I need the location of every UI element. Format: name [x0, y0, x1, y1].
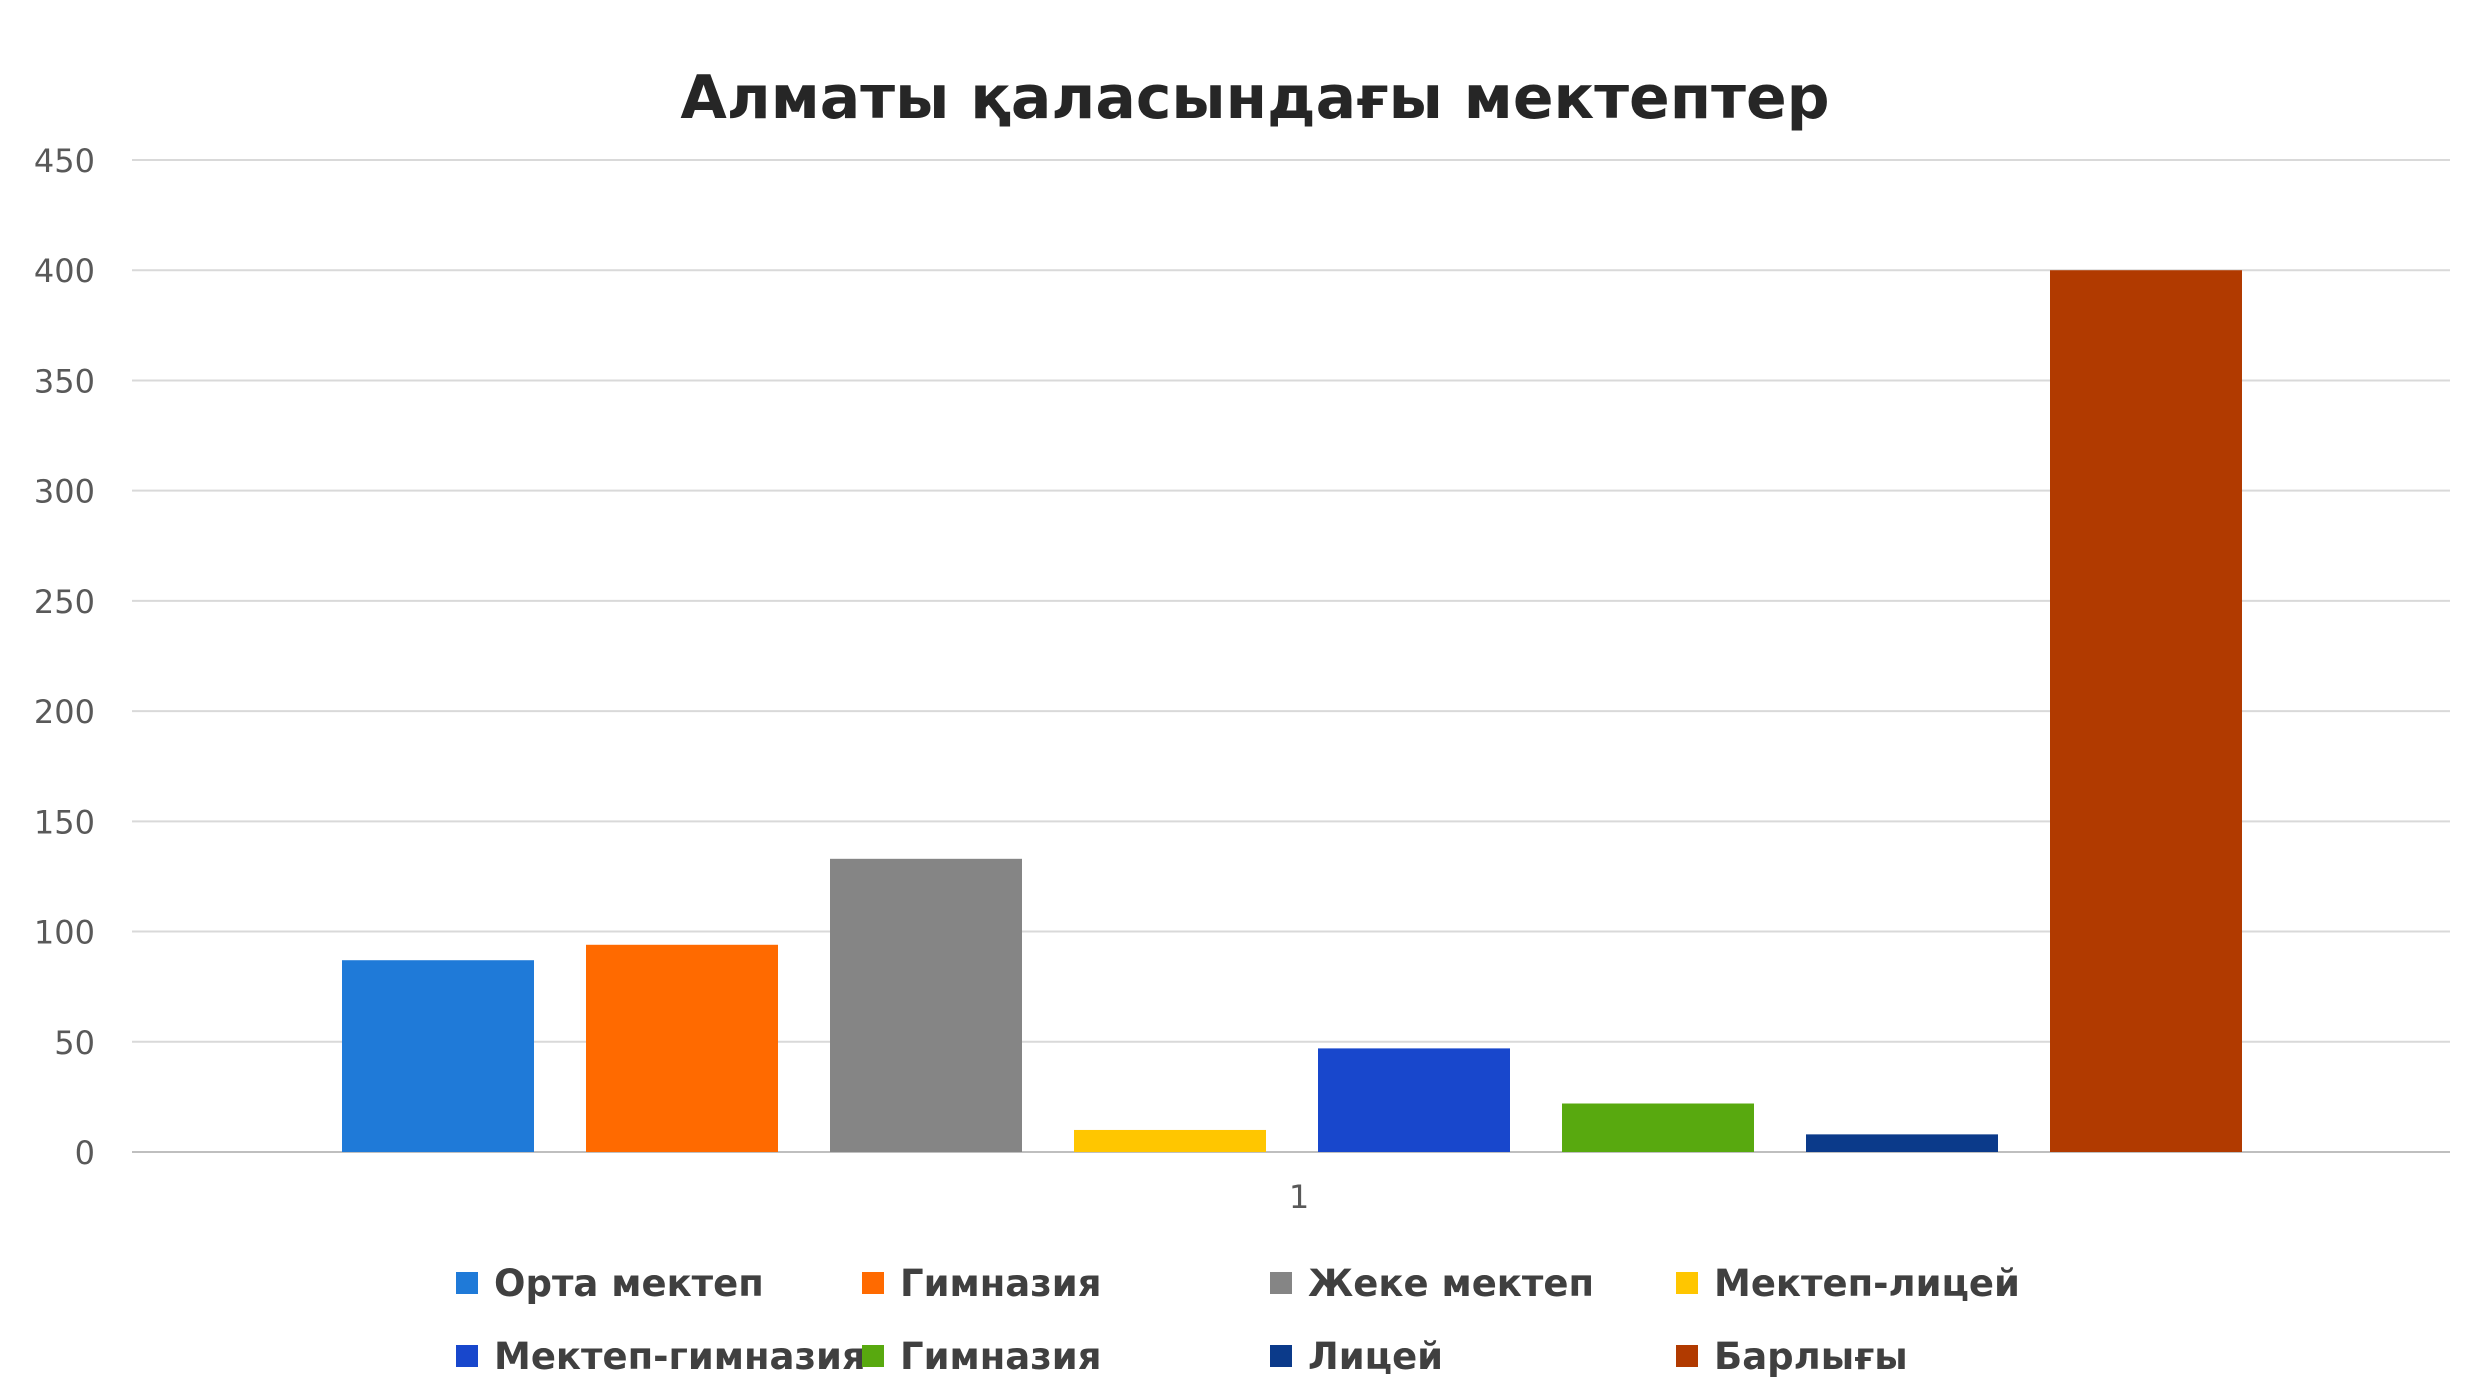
legend-item: Мектеп-лицей — [1676, 1262, 2020, 1305]
legend-label: Жеке мектеп — [1308, 1262, 1594, 1305]
y-tick-label: 100 — [34, 914, 95, 952]
legend-swatch — [862, 1345, 884, 1367]
bar — [2050, 270, 2242, 1152]
bar — [342, 960, 534, 1152]
legend-label: Гимназия — [900, 1335, 1101, 1378]
bar — [830, 858, 1022, 1152]
legend-item: Орта мектеп — [456, 1262, 764, 1305]
y-tick-label: 200 — [34, 693, 95, 731]
bar — [1074, 1129, 1266, 1152]
y-tick-label: 400 — [34, 252, 95, 290]
bar — [1562, 1103, 1754, 1152]
legend-swatch — [1676, 1272, 1698, 1294]
y-tick-label: 300 — [34, 473, 95, 511]
legend-swatch — [456, 1272, 478, 1294]
chart-title: Алматы қаласындағы мектептер — [680, 63, 1829, 133]
y-tick-label: 0 — [75, 1134, 95, 1172]
legend-label: Орта мектеп — [494, 1262, 764, 1305]
y-tick-label: 450 — [34, 142, 95, 180]
x-tick-label: 1 — [1289, 1178, 1309, 1216]
legend-item: Гимназия — [862, 1262, 1101, 1305]
legend-swatch — [1270, 1272, 1292, 1294]
legend-label: Лицей — [1308, 1335, 1443, 1378]
y-axis-tick-labels: 0 50 100 150 200 250 300 350 400 450 — [34, 142, 95, 1172]
bar — [586, 944, 778, 1152]
legend-label: Мектеп-лицей — [1714, 1262, 2020, 1305]
y-tick-label: 350 — [34, 362, 95, 400]
legend-item: Лицей — [1270, 1335, 1443, 1378]
legend-item: Гимназия — [862, 1335, 1101, 1378]
legend-swatch — [456, 1345, 478, 1367]
bars — [342, 270, 2242, 1152]
y-tick-label: 150 — [34, 803, 95, 841]
legend-label: Гимназия — [900, 1262, 1101, 1305]
legend-item: Мектеп-гимназия — [456, 1335, 866, 1378]
legend-label: Барлығы — [1714, 1335, 1908, 1378]
legend-item: Жеке мектеп — [1270, 1262, 1594, 1305]
legend-swatch — [1270, 1345, 1292, 1367]
x-axis-tick-labels: 1 — [1289, 1178, 1309, 1216]
legend-swatch — [1676, 1345, 1698, 1367]
bar — [1318, 1048, 1510, 1152]
y-tick-label: 250 — [34, 583, 95, 621]
legend: Орта мектеп Гимназия Жеке мектеп Мектеп-лиц… — [456, 1262, 2020, 1378]
legend-swatch — [862, 1272, 884, 1294]
legend-label: Мектеп-гимназия — [494, 1335, 866, 1378]
y-tick-label: 50 — [54, 1024, 95, 1062]
bar — [1806, 1134, 1998, 1152]
legend-item: Барлығы — [1676, 1335, 1908, 1378]
